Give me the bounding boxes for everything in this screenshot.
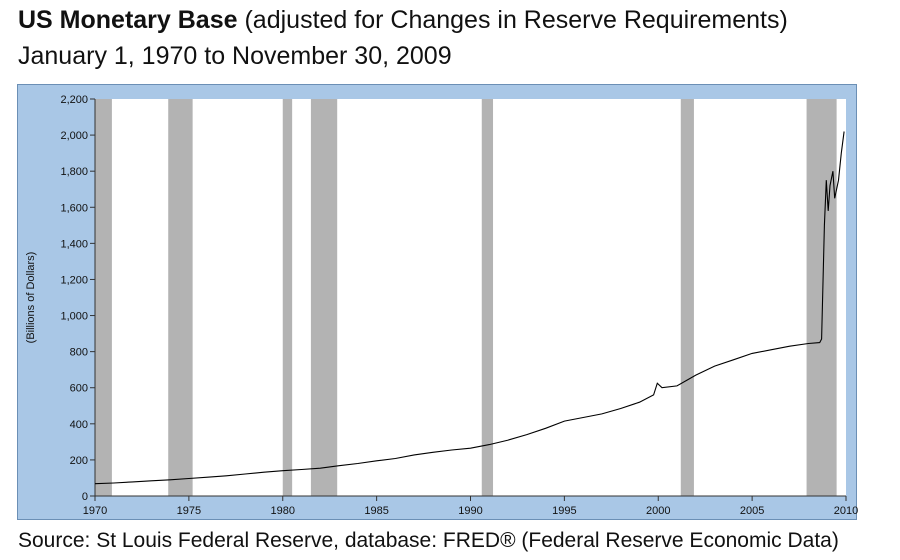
chart-subtitle: January 1, 1970 to November 30, 2009 — [18, 42, 452, 70]
y-tick-label: 1,400 — [60, 238, 88, 250]
recession-bar — [282, 99, 293, 496]
source-note: Source: St Louis Federal Reserve, databa… — [18, 529, 839, 552]
recession-bar — [481, 99, 494, 496]
recession-bar — [168, 99, 193, 496]
y-tick-label: 2,200 — [60, 94, 88, 106]
x-tick-label: 1980 — [271, 505, 295, 517]
y-tick-label: 1,000 — [60, 311, 88, 323]
x-tick-label: 1975 — [177, 505, 201, 517]
y-tick-label: 400 — [70, 419, 88, 431]
chart-title-rest: (adjusted for Changes in Reserve Require… — [237, 6, 788, 34]
recession-bar — [95, 99, 112, 496]
x-tick-label: 2000 — [646, 505, 670, 517]
y-tick-label: 600 — [70, 383, 88, 395]
chart-title-bold: US Monetary Base — [18, 6, 238, 34]
recession-bar — [310, 99, 338, 496]
x-tick-label: 1995 — [552, 505, 576, 517]
x-tick-label: 1970 — [83, 505, 107, 517]
recession-bar — [680, 99, 694, 496]
y-tick-label: 2,000 — [60, 130, 88, 142]
y-tick-label: 0 — [82, 491, 88, 503]
y-tick-label: 800 — [70, 347, 88, 359]
x-tick-label: 1990 — [458, 505, 482, 517]
x-tick-label: 2005 — [740, 505, 764, 517]
y-tick-label: 1,800 — [60, 166, 88, 178]
y-axis-label: (Billions of Dollars) — [25, 252, 37, 344]
x-tick-label: 2010 — [834, 505, 858, 517]
y-tick-label: 1,600 — [60, 202, 88, 214]
chart-frame: 0 200 400 600 800 1,000 1,200 1,400 1,600 1,800 2,… — [17, 84, 858, 520]
series-line — [94, 131, 845, 485]
x-tick-label: 1985 — [364, 505, 388, 517]
recession-bar — [806, 99, 837, 496]
plot-area — [95, 99, 846, 496]
chart-title: US Monetary Base (adjusted for Changes i… — [18, 6, 788, 35]
line-chart: 0 200 400 600 800 1,000 1,200 1,400 1,600 1,800 2,… — [25, 94, 858, 517]
y-tick-label: 200 — [70, 455, 88, 467]
y-tick-label: 1,200 — [60, 274, 88, 286]
